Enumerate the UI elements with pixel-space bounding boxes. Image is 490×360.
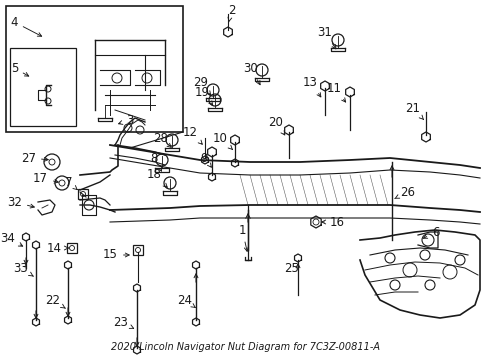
Text: 14: 14 <box>47 242 68 255</box>
Text: 33: 33 <box>13 261 33 276</box>
Text: 20: 20 <box>268 116 285 135</box>
Text: 17: 17 <box>33 171 58 184</box>
Text: 28: 28 <box>153 131 172 147</box>
Text: 27: 27 <box>21 152 48 165</box>
Text: 26: 26 <box>395 185 415 199</box>
Text: 30: 30 <box>243 62 260 85</box>
Text: 25: 25 <box>285 261 299 274</box>
Text: 9: 9 <box>200 152 211 167</box>
Text: 13: 13 <box>303 76 321 97</box>
Text: 8: 8 <box>150 152 162 171</box>
Text: 24: 24 <box>177 293 195 307</box>
Bar <box>78 189 88 199</box>
Bar <box>67 243 77 253</box>
Text: 32: 32 <box>7 195 34 208</box>
Text: 16: 16 <box>322 216 345 229</box>
Text: 22: 22 <box>45 293 65 308</box>
Text: 3: 3 <box>119 113 133 126</box>
Bar <box>133 245 143 255</box>
Text: 2: 2 <box>228 4 236 22</box>
Text: 31: 31 <box>317 26 336 49</box>
Text: 4: 4 <box>10 15 42 36</box>
Text: 19: 19 <box>195 85 213 105</box>
Text: 5: 5 <box>11 62 29 76</box>
Text: 34: 34 <box>0 231 23 246</box>
Text: 12: 12 <box>183 126 202 144</box>
Text: 23: 23 <box>113 315 134 328</box>
Text: 29: 29 <box>193 76 211 95</box>
Text: 21: 21 <box>405 102 423 120</box>
Text: 15: 15 <box>103 248 129 261</box>
Text: 1: 1 <box>239 224 248 251</box>
Text: 6: 6 <box>423 225 440 238</box>
Bar <box>6 6 183 132</box>
Bar <box>10 48 76 126</box>
Text: 10: 10 <box>213 131 232 149</box>
Text: 18: 18 <box>147 168 167 187</box>
Text: 11: 11 <box>327 81 345 102</box>
Text: 2020 Lincoln Navigator Nut Diagram for 7C3Z-00811-A: 2020 Lincoln Navigator Nut Diagram for 7… <box>111 342 379 352</box>
Text: 7: 7 <box>65 175 77 190</box>
